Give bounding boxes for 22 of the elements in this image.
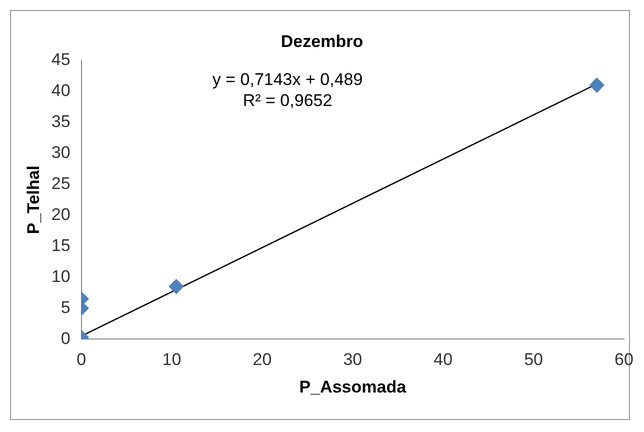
x-tick-label: 50 <box>524 350 544 370</box>
y-tick-label: 25 <box>51 174 70 193</box>
y-tick-label: 30 <box>51 143 70 162</box>
annotation: y = 0,7143x + 0,489 <box>212 70 363 90</box>
x-tick-label: 20 <box>252 350 272 370</box>
x-tick-label: 10 <box>162 350 182 370</box>
annotation: R² = 0,9652 <box>242 91 332 110</box>
x-tick-label: 30 <box>343 350 362 370</box>
x-tick-label: 60 <box>614 350 634 370</box>
y-tick-label: 0 <box>60 328 70 348</box>
y-tick-label: 20 <box>51 204 70 224</box>
y-axis-title: P_Telhal <box>24 165 43 234</box>
chart-title: Dezembro <box>280 32 364 51</box>
y-tick-label: 5 <box>60 298 70 317</box>
y-tick-label: 35 <box>51 112 70 132</box>
x-axis-title: P_Assomada <box>299 377 407 396</box>
x-tick-label: 40 <box>434 350 453 370</box>
y-tick-label: 40 <box>51 81 70 100</box>
x-tick-label: 0 <box>76 350 86 370</box>
y-tick-label: 45 <box>51 50 70 70</box>
y-tick-label: 15 <box>51 236 70 255</box>
y-tick-label: 10 <box>51 266 70 286</box>
